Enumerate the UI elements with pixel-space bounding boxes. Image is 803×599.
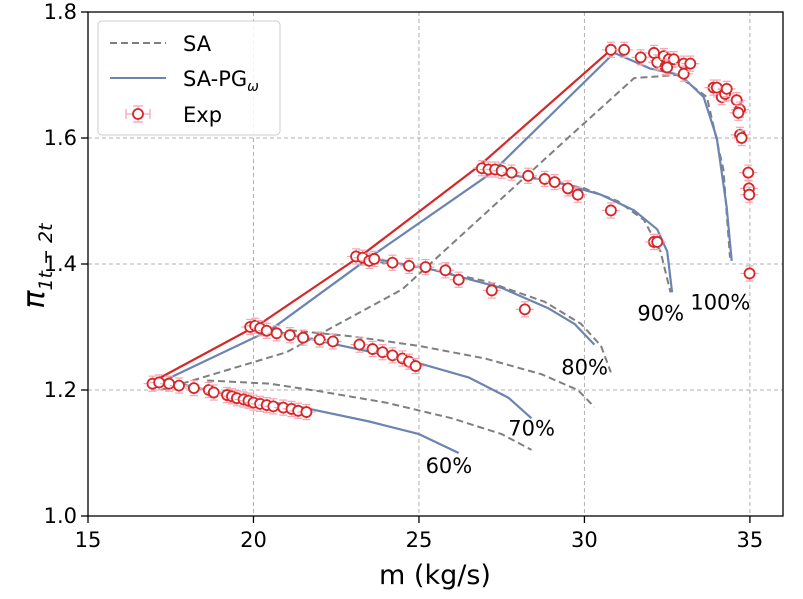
legend-exp-label: Exp (183, 103, 222, 127)
x-tick-label: 25 (406, 528, 433, 552)
sa-pg-line-2 (269, 329, 533, 420)
speed-label: 60% (426, 454, 473, 478)
sa-line-1 (207, 379, 532, 451)
exp-point (323, 333, 342, 350)
exp-point (674, 65, 693, 82)
y-axis-label-subscript: 1t − 2t (35, 222, 57, 291)
legend-sapg-label-subscript: ω (247, 79, 259, 95)
exp-point (545, 173, 564, 191)
exp-point (519, 167, 538, 184)
exp-point (740, 186, 759, 203)
exp-point (664, 51, 683, 68)
exp-point (436, 262, 455, 279)
x-tick-label: 15 (75, 528, 102, 552)
exp-point (502, 164, 521, 181)
x-tick-label: 20 (240, 528, 267, 552)
speed-label: 90% (637, 302, 684, 326)
speed-label: 100% (690, 290, 750, 314)
y-tick-label: 1.2 (44, 378, 77, 402)
exp-point (204, 384, 223, 401)
sa-pg-line-0 (163, 51, 733, 382)
series-layer (143, 41, 759, 454)
x-tick-label: 35 (737, 528, 764, 552)
exp-point (365, 250, 384, 268)
exp-point (416, 258, 435, 276)
exp-point (615, 41, 634, 58)
exp-point (310, 331, 329, 348)
exp-point (729, 104, 748, 121)
legend-sa-label: SA (183, 32, 212, 56)
exp-point (363, 340, 382, 358)
exp-point (383, 347, 402, 364)
axis-ticks: 15 20 25 30 35 1.0 1.2 1.4 1.6 1.8 (44, 0, 764, 552)
exp-point (267, 325, 286, 342)
exp-point (280, 327, 299, 344)
y-axis-label-symbol: π (17, 290, 52, 309)
legend-sapg-label: SA-PGω (183, 67, 259, 95)
exp-point (717, 80, 736, 98)
y-tick-label: 1.0 (44, 504, 77, 528)
exp-point (184, 379, 203, 397)
exp-point (732, 129, 751, 147)
exp-point (294, 329, 313, 346)
exp-point (740, 265, 759, 282)
exp-point (170, 377, 189, 394)
exp-point (568, 186, 587, 203)
x-tick-label: 30 (571, 528, 598, 552)
exp-point (482, 282, 501, 299)
exp-point (297, 403, 316, 421)
y-tick-label: 1.6 (44, 126, 77, 150)
exp-point (631, 49, 650, 66)
exp-point (350, 336, 369, 353)
exp-point (658, 59, 677, 76)
speed-label: 70% (508, 416, 555, 440)
y-tick-label: 1.4 (44, 252, 77, 276)
speed-label: 80% (561, 355, 608, 379)
exp-point (400, 257, 419, 275)
exp-point (383, 254, 402, 271)
exp-point (681, 55, 700, 72)
exp-point (406, 357, 425, 375)
exp-point (558, 180, 577, 197)
x-axis-label: m (kg/s) (379, 560, 491, 591)
legend: SA SA-PGω Exp (97, 20, 281, 136)
exp-point (515, 301, 534, 318)
exp-point (648, 233, 667, 251)
speed-labels: 60% 70% 80% 90% 100% (426, 290, 751, 478)
y-tick-label: 1.8 (44, 0, 77, 24)
exp-point (601, 202, 620, 219)
exp-point (449, 271, 468, 288)
legend-box (97, 20, 281, 136)
legend-exp-swatch (125, 105, 151, 123)
exp-point (739, 164, 758, 181)
legend-sapg-label-main: SA-PG (183, 67, 247, 91)
y-axis-label: π1t − 2t (17, 222, 57, 309)
